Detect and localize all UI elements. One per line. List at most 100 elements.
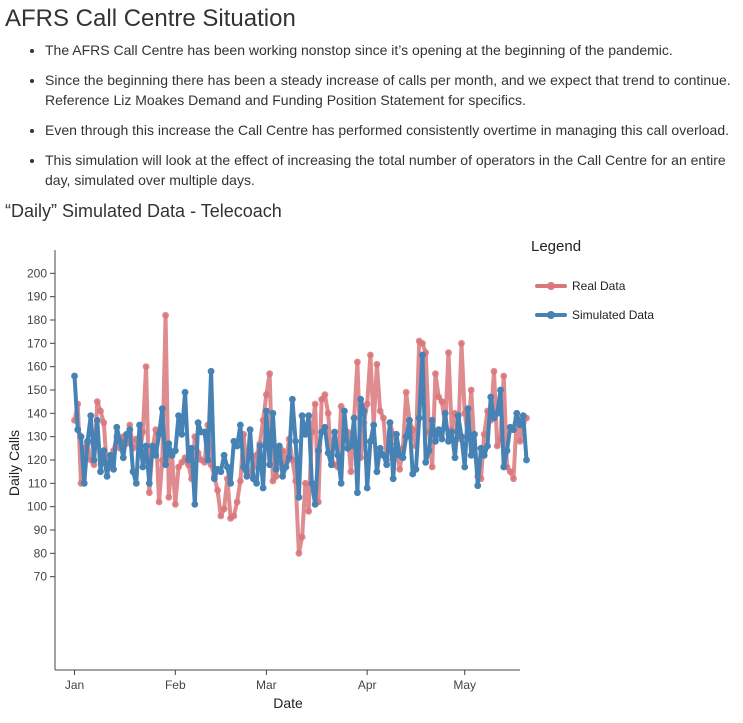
data-point[interactable] xyxy=(181,388,189,396)
data-point[interactable] xyxy=(363,484,371,492)
data-point[interactable] xyxy=(451,454,459,462)
data-point[interactable] xyxy=(399,454,407,462)
data-point[interactable] xyxy=(441,409,449,417)
data-point[interactable] xyxy=(500,372,508,380)
data-point[interactable] xyxy=(519,412,527,420)
data-point[interactable] xyxy=(259,484,267,492)
data-point[interactable] xyxy=(373,360,381,368)
data-point[interactable] xyxy=(116,437,124,445)
data-point[interactable] xyxy=(516,437,524,445)
data-point[interactable] xyxy=(165,493,173,501)
data-point[interactable] xyxy=(97,468,104,476)
data-point[interactable] xyxy=(438,435,446,443)
data-point[interactable] xyxy=(454,412,462,420)
data-point[interactable] xyxy=(217,468,225,476)
data-point[interactable] xyxy=(71,372,78,380)
data-point[interactable] xyxy=(175,412,182,420)
data-point[interactable] xyxy=(324,449,332,457)
data-point[interactable] xyxy=(474,482,482,490)
data-point[interactable] xyxy=(204,456,212,464)
data-point[interactable] xyxy=(84,437,91,445)
data-point[interactable] xyxy=(165,440,173,448)
data-point[interactable] xyxy=(178,430,186,438)
data-point[interactable] xyxy=(100,447,108,455)
data-point[interactable] xyxy=(513,409,521,417)
data-point[interactable] xyxy=(503,447,511,455)
data-point[interactable] xyxy=(461,463,469,471)
data-point[interactable] xyxy=(266,370,274,378)
legend-item-real-data[interactable]: Real Data xyxy=(535,279,626,293)
data-point[interactable] xyxy=(471,430,478,438)
data-point[interactable] xyxy=(383,461,391,469)
data-point[interactable] xyxy=(357,395,365,403)
data-point[interactable] xyxy=(301,430,309,438)
data-point[interactable] xyxy=(269,409,277,417)
data-point[interactable] xyxy=(428,416,436,424)
data-point[interactable] xyxy=(419,351,426,359)
data-point[interactable] xyxy=(305,507,313,515)
data-point[interactable] xyxy=(110,465,117,473)
data-point[interactable] xyxy=(145,479,153,487)
data-point[interactable] xyxy=(370,421,378,429)
data-point[interactable] xyxy=(158,405,166,413)
data-point[interactable] xyxy=(354,358,361,366)
data-point[interactable] xyxy=(106,451,114,459)
data-point[interactable] xyxy=(402,388,410,396)
data-point[interactable] xyxy=(236,421,244,429)
data-point[interactable] xyxy=(162,461,169,469)
data-point[interactable] xyxy=(422,458,430,466)
data-point[interactable] xyxy=(490,367,498,375)
data-point[interactable] xyxy=(393,430,400,438)
data-point[interactable] xyxy=(126,421,134,429)
data-point[interactable] xyxy=(367,351,374,359)
data-point[interactable] xyxy=(230,512,238,520)
data-point[interactable] xyxy=(262,391,270,399)
data-point[interactable] xyxy=(347,442,355,450)
data-point[interactable] xyxy=(432,437,439,445)
data-point[interactable] xyxy=(155,498,163,506)
data-point[interactable] xyxy=(337,479,345,487)
data-point[interactable] xyxy=(77,433,85,441)
data-point[interactable] xyxy=(253,479,261,487)
data-point[interactable] xyxy=(191,500,199,508)
data-point[interactable] xyxy=(298,412,306,420)
data-point[interactable] xyxy=(295,493,303,501)
data-point[interactable] xyxy=(272,465,280,473)
data-point[interactable] xyxy=(435,426,443,434)
data-point[interactable] xyxy=(129,468,137,476)
data-point[interactable] xyxy=(445,349,452,357)
data-point[interactable] xyxy=(305,412,313,420)
data-point[interactable] xyxy=(93,416,101,424)
data-point[interactable] xyxy=(223,463,231,471)
data-point[interactable] xyxy=(506,468,514,476)
data-point[interactable] xyxy=(480,430,488,438)
data-point[interactable] xyxy=(233,498,241,506)
data-point[interactable] xyxy=(275,442,283,450)
data-point[interactable] xyxy=(152,451,160,459)
data-point[interactable] xyxy=(331,428,339,436)
data-point[interactable] xyxy=(74,426,82,434)
data-point[interactable] xyxy=(279,472,287,480)
series-simulated-data[interactable] xyxy=(71,351,530,508)
data-point[interactable] xyxy=(87,412,95,420)
data-point[interactable] xyxy=(516,421,524,429)
data-point[interactable] xyxy=(500,463,508,471)
data-point[interactable] xyxy=(493,442,501,450)
data-point[interactable] xyxy=(386,419,394,427)
data-point[interactable] xyxy=(402,433,410,441)
data-point[interactable] xyxy=(510,426,517,434)
data-point[interactable] xyxy=(236,477,244,485)
data-point[interactable] xyxy=(126,426,134,434)
data-point[interactable] xyxy=(484,442,491,450)
data-point[interactable] xyxy=(314,447,322,455)
data-point[interactable] xyxy=(93,398,101,406)
data-point[interactable] xyxy=(201,428,208,436)
data-point[interactable] xyxy=(373,468,381,476)
data-point[interactable] xyxy=(367,437,374,445)
data-point[interactable] xyxy=(266,461,274,469)
data-point[interactable] xyxy=(480,451,488,459)
data-point[interactable] xyxy=(295,549,303,557)
data-point[interactable] xyxy=(415,414,423,422)
legend-item-simulated-data[interactable]: Simulated Data xyxy=(535,308,654,322)
data-point[interactable] xyxy=(80,479,88,487)
